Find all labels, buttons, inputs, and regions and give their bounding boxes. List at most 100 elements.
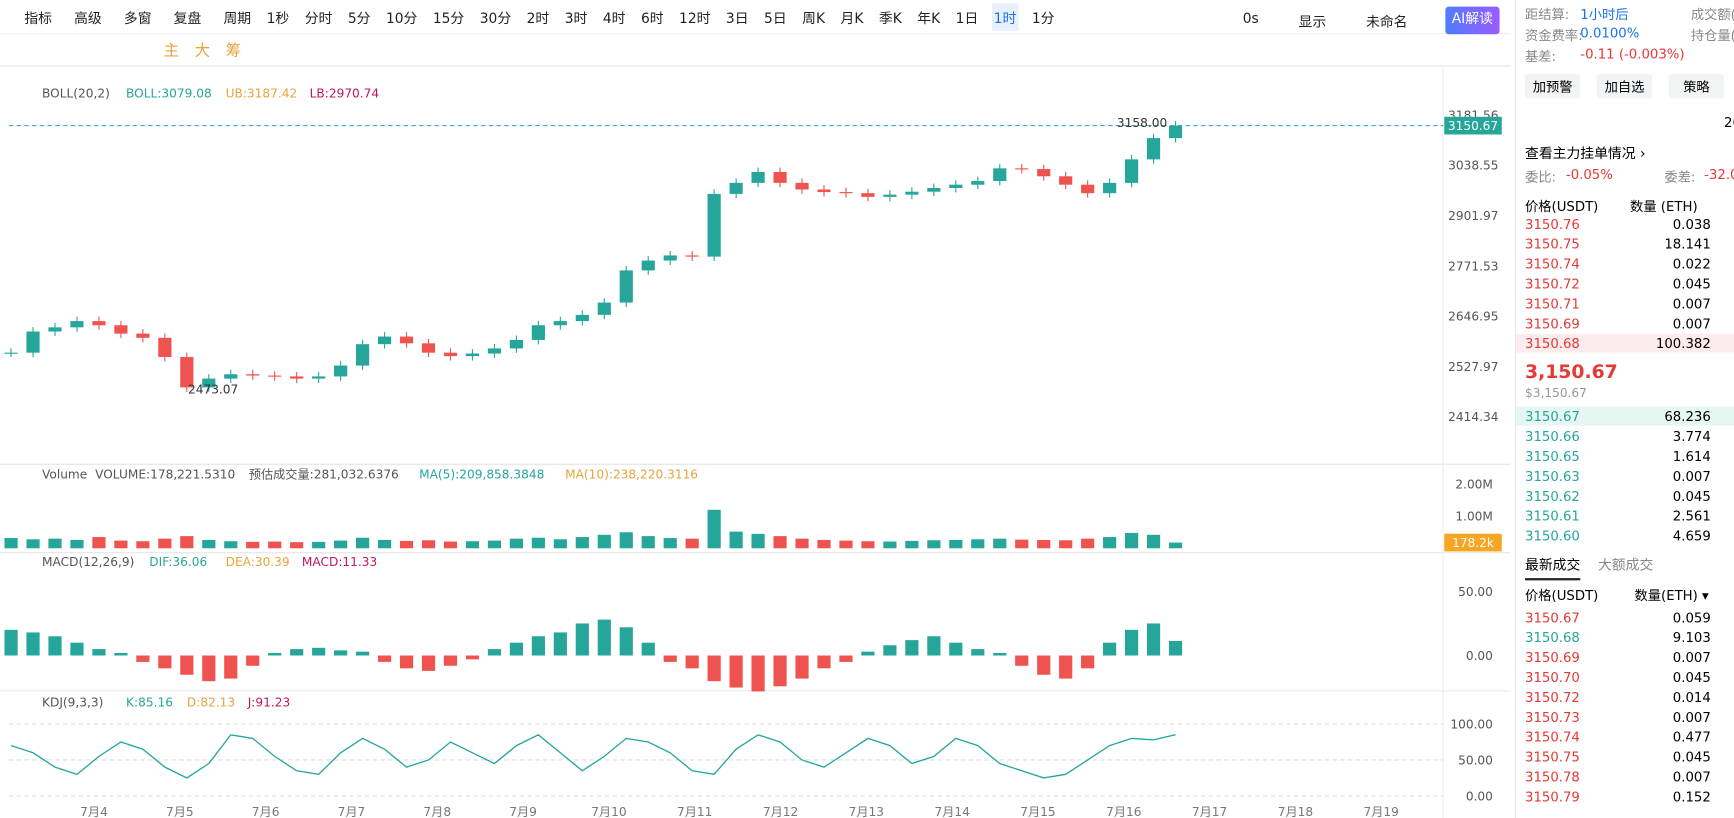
period-button[interactable]: 1时 [991,2,1019,31]
toolbar-button[interactable]: 复盘 [173,9,202,26]
candle [1103,182,1117,194]
volume-bar [92,537,106,549]
period-button[interactable]: 2时 [526,9,550,26]
toolbar-button[interactable]: 显示 [1298,13,1327,30]
trade-qty: 0.007 [1672,649,1711,666]
candle [4,352,18,354]
candle [377,336,392,345]
volume-bar [685,538,699,549]
macd-bar [1168,640,1183,656]
period-button[interactable]: 1分 [1031,9,1055,26]
period-button[interactable]: 1日 [955,9,979,26]
y-tick-label: 0.00 [1466,789,1493,803]
book-header: 数量 (ETH) [1630,198,1698,215]
volume-bar [751,533,765,549]
macd-bar [1059,655,1073,679]
ratio-text: 委差: [1664,169,1696,185]
candle [487,348,502,354]
legend-item: MA(5):209,858.3848 [419,468,544,482]
overlay-button[interactable]: 筹 [225,41,242,60]
volume-bar [553,539,567,549]
period-button[interactable]: 3时 [564,9,588,26]
trade-qty: 0.014 [1672,689,1711,706]
toolbar-button[interactable]: 高级 [74,9,102,26]
toolbar-button[interactable]: 0s [1242,9,1259,27]
candle [597,302,611,315]
legend-item: VOLUME:178,221.5310 [95,468,235,482]
ask-price: 3150.75 [1524,236,1580,253]
volume-bar [1059,540,1073,549]
period-button[interactable]: 30分 [479,9,512,26]
period-button[interactable]: 5分 [347,9,371,26]
trade-header: 数量(ETH) ▾ [1634,588,1709,604]
macd-bar [114,652,128,656]
trade-qty: 0.059 [1672,610,1711,626]
period-button[interactable]: 4时 [602,9,626,26]
period-button[interactable]: 3日 [725,9,749,26]
legend-item: D:82.13 [187,695,235,709]
toolbar-button[interactable]: 未命名 [1366,13,1408,30]
volume-bar [312,541,326,549]
bid-qty: 1.614 [1672,448,1711,465]
trade-tab[interactable]: 最新成交 [1524,553,1581,581]
bid-price: 3150.65 [1524,448,1580,465]
toolbar-button[interactable]: 周期 [223,9,252,26]
macd-bar [1103,642,1117,656]
candle [949,184,963,189]
period-button[interactable]: 分时 [304,9,333,26]
volume-bar [795,538,809,549]
legend-item: MACD:11.33 [302,555,377,569]
period-button[interactable]: 12时 [679,9,711,26]
x-tick-label: 7月15 [1020,805,1055,818]
macd-bar [773,655,787,687]
macd-bar [334,650,348,656]
volume-bar [246,541,260,549]
volume-bar [465,541,480,549]
trade-tab[interactable]: 大额成交 [1597,556,1654,573]
toolbar-button[interactable]: 指标 [24,9,52,26]
volume-bar [531,537,545,549]
period-button[interactable]: 5日 [764,9,787,26]
bid-qty: 2.561 [1672,508,1711,524]
macd-bar [1015,655,1029,666]
panel-button[interactable]: 加预警 [1524,74,1581,99]
period-button[interactable]: 15分 [432,9,465,26]
panel-button[interactable]: 加自选 [1596,74,1653,99]
bid-qty: 4.659 [1672,528,1711,544]
period-button[interactable]: 10分 [385,9,418,26]
y-tick-label: 2901.97 [1448,209,1498,223]
x-tick-label: 7月7 [338,805,366,818]
legend-item: BOLL:3079.08 [126,86,212,100]
volume-bar [114,540,128,549]
ask-price: 3150.68 [1524,336,1580,352]
overlay-button[interactable]: 主 [163,41,180,60]
period-button[interactable]: 6时 [640,9,664,26]
toolbar-button[interactable]: 多窗 [123,9,152,26]
macd-bar [597,619,611,656]
x-tick-label: 7月14 [934,805,970,818]
candle [883,194,897,197]
candle [114,325,128,334]
period-button[interactable]: 年K [917,9,941,26]
last-price-usd: $3,150.67 [1524,385,1587,401]
volume-bar [905,540,919,549]
candle [861,193,875,197]
overlay-button[interactable]: 大 [194,41,211,60]
volume-bar [707,509,721,549]
period-button[interactable]: 月K [840,9,864,26]
ai-button[interactable]: AI解读 [1445,6,1500,35]
volume-bar [883,541,897,549]
trade-price: 3150.74 [1524,729,1580,746]
candle [509,339,523,349]
candle [224,374,238,379]
macd-bar [729,655,743,688]
period-button[interactable]: 1秒 [266,9,290,26]
panel-button[interactable]: 策略 [1668,74,1725,99]
trade-qty: 0.045 [1672,749,1711,765]
volume-bar [356,537,370,549]
period-button[interactable]: 季K [878,9,902,26]
period-button[interactable]: 周K [802,9,826,26]
macd-bar [312,647,326,656]
main-orders-link[interactable]: 查看主力挂单情况 › [1524,144,1646,162]
x-tick-label: 7月9 [509,805,537,818]
